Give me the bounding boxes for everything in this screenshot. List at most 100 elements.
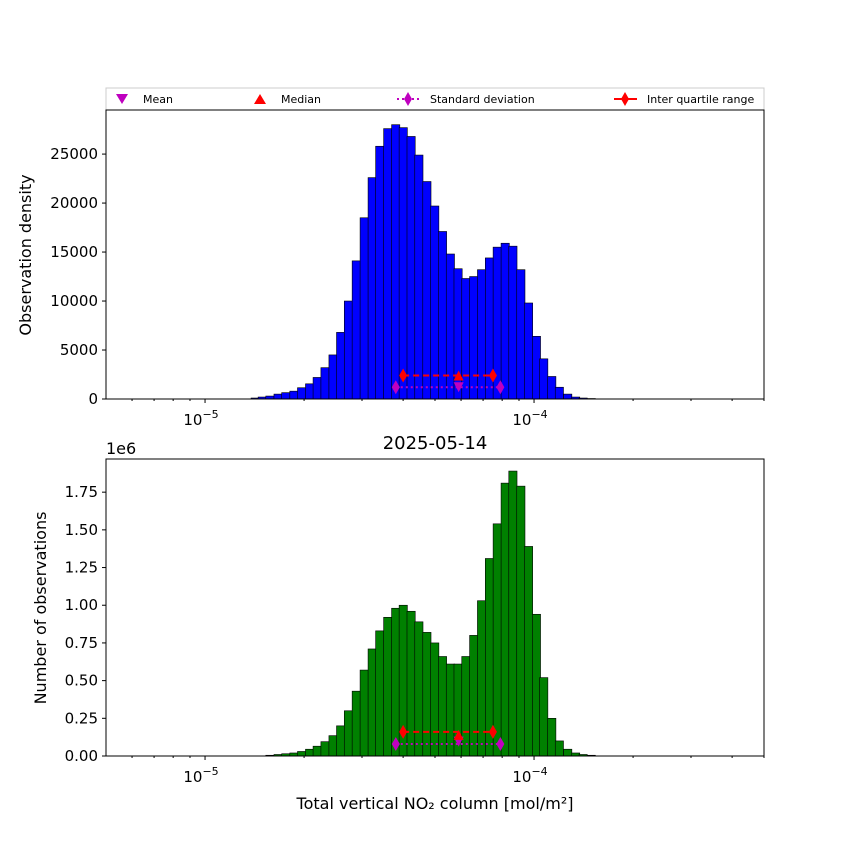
bottom-histogram-bar [336, 725, 346, 757]
bottom-histogram-bar [351, 690, 361, 757]
bottom-histogram-bar [359, 669, 369, 757]
top-x-tick-label: 10−4 [512, 408, 547, 429]
bottom-median-marker [453, 729, 464, 740]
top-histogram-bar [281, 392, 291, 400]
top-histogram-bar [430, 205, 440, 400]
bottom-panel-title: 2025-05-14 [383, 433, 488, 454]
bottom-histogram-bar [461, 656, 471, 757]
bottom-y-tick-label: 1.25 [65, 559, 98, 577]
top-histogram-bar [398, 127, 408, 400]
top-y-tick-label: 5000 [60, 341, 98, 359]
bottom-iqr-high-marker [488, 724, 497, 739]
top-y-tick-label: 25000 [50, 145, 98, 163]
top-histogram-bar [305, 383, 315, 400]
bottom-histogram-bar [516, 485, 526, 757]
top-histogram-bar [539, 358, 549, 400]
top-histogram-bar [375, 145, 385, 400]
bottom-histogram-bar [563, 748, 573, 757]
legend-mean: Mean [116, 93, 173, 106]
top-y-tick-label: 10000 [50, 292, 98, 310]
bottom-histogram-bar [328, 735, 338, 757]
top-y-axis-label: Observation density [16, 174, 35, 335]
bottom-histogram-bar [422, 632, 432, 757]
top-histogram-bar [547, 376, 557, 400]
bottom-y-tick-label: 0.00 [65, 747, 98, 765]
bottom-histogram-bar [539, 677, 549, 757]
bottom-std-low-marker [391, 736, 400, 751]
legend: Mean Median Standard deviation Inter qua… [105, 87, 765, 111]
bottom-histogram-bar [554, 740, 564, 757]
top-histogram-panel: 0 5000 10000 15000 20000 25000 10−5 10−4 Obser… [16, 109, 765, 429]
top-std-low-marker [391, 380, 400, 395]
top-histogram-bar [383, 128, 393, 400]
bottom-y-tick-label: 1.00 [65, 596, 98, 614]
legend-std-label: Standard deviation [430, 93, 535, 106]
top-std-high-marker [496, 380, 505, 395]
bottom-histogram-panel: 2025-05-14 1e6 0.00 0.25 0.50 0.75 1.00 1.25 1… [31, 433, 765, 813]
top-histogram-bar [477, 269, 486, 400]
bottom-histogram-bar [305, 748, 315, 757]
top-mean-marker [453, 382, 464, 393]
top-histogram-bar [563, 393, 573, 400]
legend-mean-label: Mean [143, 93, 173, 106]
bottom-histogram-bar [469, 635, 479, 757]
top-histogram-bar [406, 136, 416, 400]
top-histogram-bar [273, 393, 283, 400]
bottom-y-offset-label: 1e6 [106, 439, 136, 458]
top-histogram-bar [367, 177, 377, 400]
top-histogram-bar [554, 386, 564, 400]
top-iqr-low-marker [399, 368, 408, 383]
top-histogram-bar [320, 367, 330, 400]
top-y-ticks: 0 5000 10000 15000 20000 25000 [50, 145, 106, 408]
bottom-iqr-low-marker [399, 724, 408, 739]
bottom-histogram-bar [438, 656, 447, 757]
bottom-histogram-bar [445, 663, 455, 757]
bottom-histogram-bar [297, 751, 307, 757]
top-histogram-bar [516, 269, 526, 400]
top-histogram-bar [414, 154, 424, 400]
top-histogram-bar [445, 253, 455, 400]
top-histogram-bar [289, 390, 299, 400]
std-marker-icon [404, 92, 412, 106]
top-histogram-bar [336, 332, 346, 400]
top-y-tick-label: 0 [88, 390, 98, 408]
legend-median: Median [254, 93, 321, 106]
legend-iqr-label: Inter quartile range [647, 93, 754, 106]
legend-iqr: Inter quartile range [614, 92, 754, 106]
bottom-histogram-bar [524, 546, 533, 757]
legend-median-label: Median [281, 93, 321, 106]
bottom-statistics-markers [391, 724, 505, 751]
bottom-y-axis-label: Number of observations [31, 512, 50, 705]
bottom-histogram-bar [343, 710, 353, 757]
top-histogram-bar [359, 217, 369, 400]
top-histogram-bar [391, 124, 401, 400]
bottom-std-high-marker [496, 736, 505, 751]
bottom-histogram-bar [383, 616, 393, 757]
mean-marker-icon [116, 94, 128, 104]
bottom-histogram-bar [391, 607, 401, 757]
median-marker-icon [254, 94, 266, 104]
top-y-tick-label: 20000 [50, 194, 98, 212]
legend-std: Standard deviation [397, 92, 535, 106]
bottom-histogram-bar [406, 610, 416, 757]
bottom-y-tick-label: 1.50 [65, 521, 98, 539]
bottom-histogram-bar [508, 470, 518, 757]
top-histogram-bar [438, 231, 447, 400]
top-histogram-bar [297, 387, 307, 400]
top-histogram-bar [469, 276, 479, 400]
top-y-tick-label: 15000 [50, 243, 98, 261]
top-histogram-bar [328, 354, 338, 400]
bottom-histogram-bar [492, 523, 502, 757]
top-histogram-bar [351, 260, 361, 400]
bottom-x-axis-label: Total vertical NO₂ column [mol/m²] [296, 794, 574, 813]
top-histogram-bar [500, 242, 510, 400]
top-statistics-markers [391, 368, 505, 395]
bottom-x-tick-label: 10−5 [183, 765, 218, 786]
bottom-histogram-bar [430, 642, 440, 757]
bottom-histogram-bar [375, 630, 385, 757]
bottom-histogram-bar [547, 718, 557, 757]
bottom-histogram-bar [367, 648, 377, 757]
bottom-histogram-bar [532, 613, 541, 757]
top-x-tick-label: 10−5 [183, 408, 218, 429]
